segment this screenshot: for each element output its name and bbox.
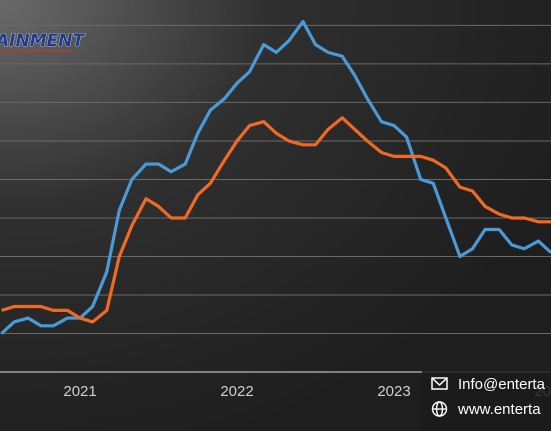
x-tick-label: 2023 <box>377 383 410 400</box>
series-line <box>1 116 551 324</box>
series-line <box>0 19 551 335</box>
lines <box>0 19 551 335</box>
contact-website: www.enterta <box>457 401 541 418</box>
contact-box <box>422 370 551 431</box>
mail-icon <box>431 377 448 390</box>
logo: AINMENT <box>0 31 85 51</box>
web-icon <box>431 401 448 417</box>
logo-underline <box>0 50 72 52</box>
x-tick-label: 2022 <box>220 383 253 400</box>
contact-email: Info@enterta <box>458 376 546 393</box>
x-tick-label: 2021 <box>63 383 96 400</box>
